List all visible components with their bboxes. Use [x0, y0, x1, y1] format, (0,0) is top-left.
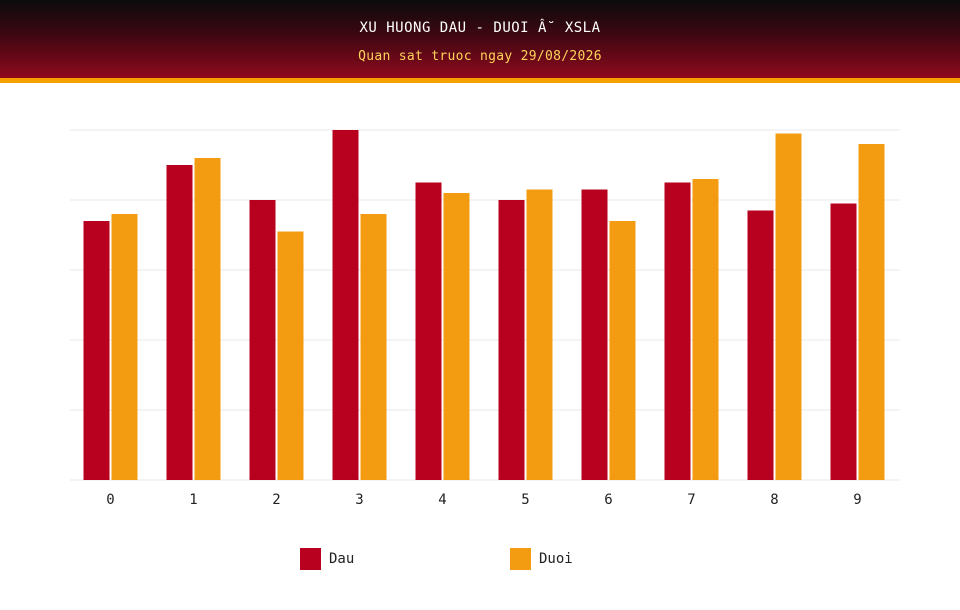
legend-label-dau: Dau [329, 551, 355, 567]
x-tick-label-0: 0 [106, 492, 114, 508]
x-tick-label-7: 7 [687, 492, 695, 508]
x-tick-label-9: 9 [853, 492, 861, 508]
bar-dau-4 [415, 182, 442, 480]
chart-subtitle: Quan sat truoc ngay 29/08/2026 [358, 49, 602, 64]
bar-duoi-9 [858, 144, 885, 480]
x-tick-label-5: 5 [521, 492, 529, 508]
bar-dau-6 [581, 189, 608, 480]
bar-duoi-5 [526, 189, 553, 480]
x-tick-label-3: 3 [355, 492, 363, 508]
bar-duoi-6 [609, 221, 636, 480]
bar-chart: 0 1 2 3 4 5 6 7 8 9 [70, 129, 900, 508]
bar-dau-7 [664, 182, 691, 480]
bar-duoi-1 [194, 158, 221, 480]
x-tick-label-2: 2 [272, 492, 280, 508]
x-axis-labels: 0 1 2 3 4 5 6 7 8 9 [106, 492, 861, 508]
bars [83, 130, 885, 480]
bar-duoi-3 [360, 214, 387, 480]
legend: Dau Duoi [0, 548, 960, 574]
bar-dau-5 [498, 200, 525, 480]
bar-duoi-8 [775, 133, 802, 480]
legend-swatch-dau [300, 548, 321, 570]
chart-header: XU HUONG DAU - DUOI Â˘ XSLA Quan sat tru… [0, 0, 960, 83]
chart-title: XU HUONG DAU - DUOI Â˘ XSLA [359, 20, 601, 36]
legend-label-duoi: Duoi [539, 551, 573, 567]
bar-duoi-7 [692, 179, 719, 480]
legend-item-dau: Dau [300, 548, 354, 570]
bar-dau-9 [830, 203, 857, 480]
bar-duoi-0 [111, 214, 138, 480]
bar-dau-3 [332, 130, 359, 480]
bar-dau-1 [166, 165, 193, 480]
x-tick-label-1: 1 [189, 492, 197, 508]
legend-item-duoi: Duoi [510, 548, 573, 570]
bar-dau-2 [249, 200, 276, 480]
bar-dau-0 [83, 221, 110, 480]
bar-duoi-4 [443, 193, 470, 480]
bar-dau-8 [747, 210, 774, 480]
legend-swatch-duoi [510, 548, 531, 570]
x-tick-label-4: 4 [438, 492, 446, 508]
x-tick-label-8: 8 [770, 492, 778, 508]
x-tick-label-6: 6 [604, 492, 612, 508]
bar-duoi-2 [277, 231, 304, 480]
